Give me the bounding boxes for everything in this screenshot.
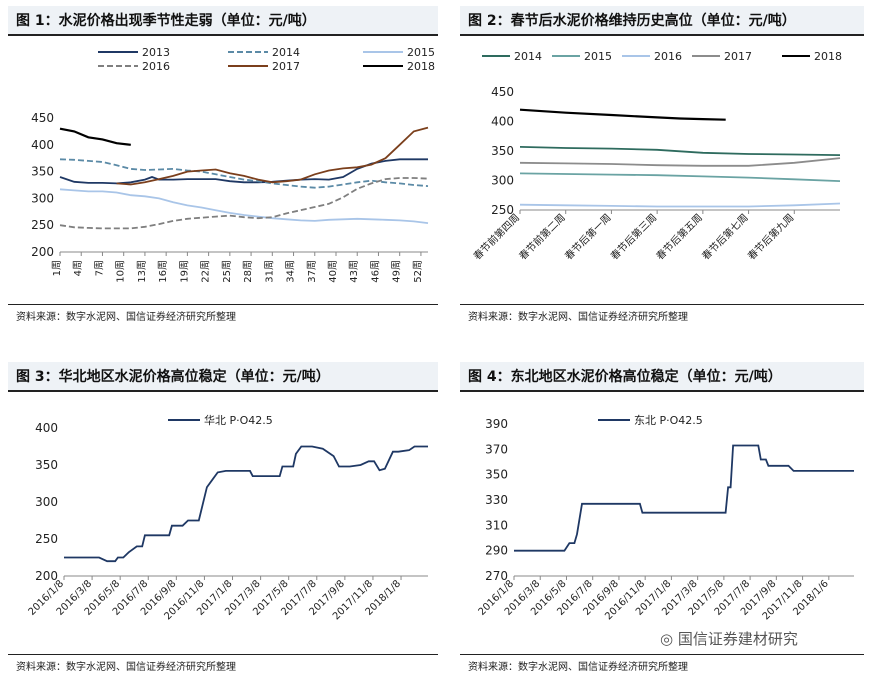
x-tick-label: 春节后第三周: [608, 211, 660, 263]
x-tick-label: 19周: [178, 260, 190, 283]
chart-3-svg: 2002503003504002016/1/82016/3/82016/5/82…: [27, 413, 428, 622]
legend-label: 2013: [142, 46, 170, 59]
y-tick-label: 250: [31, 218, 54, 232]
y-tick-label: 350: [491, 144, 514, 158]
watermark: ◎ 国信证券建材研究: [660, 628, 798, 649]
series-line-2016: [519, 202, 841, 208]
x-tick-label: 13周: [136, 260, 148, 283]
y-tick-label: 300: [31, 191, 54, 205]
series-line-2018: [519, 108, 726, 121]
legend-label: 2017: [272, 60, 300, 73]
x-tick-label: 25周: [221, 260, 233, 283]
x-tick-label: 春节后第七周: [699, 211, 751, 263]
chart-title: 图 3：华北地区水泥价格高位稳定（单位：元/吨）: [16, 369, 330, 385]
legend-label: 2016: [654, 50, 682, 63]
chart-title: 图 2：春节后水泥价格维持历史高位（单位：元/吨）: [468, 13, 796, 29]
source-note: 资料来源：数字水泥网、国信证券经济研究所整理: [468, 662, 688, 673]
x-tick-label: 52周: [412, 260, 424, 283]
series-line-2018: [59, 127, 131, 146]
chart-panel-1: 图 1：水泥价格出现季节性走弱（单位：元/吨） 200 250 300 350 400 4…: [8, 6, 438, 326]
series-line-2014: [59, 158, 429, 189]
y-tick-label: 350: [31, 165, 54, 179]
x-tick-label: 49周: [391, 260, 403, 283]
chart-title: 图 1：水泥价格出现季节性走弱（单位：元/吨）: [16, 13, 316, 29]
series-line-2014: [519, 146, 841, 156]
series-line-2017: [519, 157, 841, 167]
series-line-2015: [59, 188, 429, 224]
legend-label: 2018: [407, 60, 435, 73]
x-tick-label: 16周: [157, 260, 169, 283]
panel-header: 图 2：春节后水泥价格维持历史高位（单位：元/吨）: [460, 6, 864, 36]
x-tick-label: 37周: [306, 260, 318, 283]
chart-2-svg: 250300350400450春节前第四周春节前第二周春节后第一周春节后第三周春…: [471, 50, 842, 263]
y-tick-label: 350: [35, 458, 58, 472]
y-tick-label: 200: [35, 569, 58, 583]
y-tick-label: 390: [485, 417, 508, 431]
y-tick-label: 400: [35, 421, 58, 435]
x-tick-label: 28周: [242, 260, 254, 283]
y-tick-label: 350: [485, 468, 508, 482]
legend-label: 2017: [724, 50, 752, 63]
x-tick-label: 1周: [51, 260, 63, 276]
x-tick-label: 4周: [72, 260, 84, 276]
y-tick-label: 370: [485, 442, 508, 456]
y-tick-label: 250: [35, 532, 58, 546]
legend-label: 2018: [814, 50, 842, 63]
wechat-icon: ◎: [660, 630, 678, 648]
y-tick-label: 250: [491, 203, 514, 217]
legend-label: 2015: [584, 50, 612, 63]
y-tick-label: 300: [35, 495, 58, 509]
y-tick-label: 450: [31, 111, 54, 125]
y-tick-label: 270: [485, 569, 508, 583]
watermark-text: 国信证券建材研究: [677, 630, 798, 648]
source-note: 资料来源：数字水泥网、国信证券经济研究所整理: [16, 662, 236, 673]
x-tick-label: 7周: [93, 260, 105, 276]
series-line-2016: [59, 177, 429, 230]
legend-label: 东北 P·O42.5: [634, 414, 703, 427]
y-tick-label: 400: [31, 138, 54, 152]
x-tick-label: 40周: [327, 260, 339, 283]
x-tick-label: 春节后第一周: [562, 211, 614, 263]
x-tick-label: 春节前第二周: [516, 211, 568, 263]
y-tick-label: 300: [491, 174, 514, 188]
x-tick-label: 10周: [115, 260, 127, 283]
y-tick-label: 450: [491, 85, 514, 99]
x-tick-label: 34周: [285, 260, 297, 283]
x-tick-label: 31周: [263, 260, 275, 283]
legend-label: 2014: [272, 46, 300, 59]
chart-panel-2: 图 2：春节后水泥价格维持历史高位（单位：元/吨） 250 300 350 400 45…: [460, 6, 864, 326]
legend-label: 2016: [142, 60, 170, 73]
chart-4-svg: 2702903103303503703902016/1/82016/3/8201…: [477, 414, 854, 622]
source-note: 资料来源：数字水泥网、国信证券经济研究所整理: [16, 312, 236, 323]
y-tick-label: 290: [485, 544, 508, 558]
series-line-2015: [519, 172, 841, 182]
y-tick-label: 310: [485, 518, 508, 532]
x-tick-label: 22周: [200, 260, 212, 283]
x-tick-label: 43周: [348, 260, 360, 283]
legend-label: 华北 P·O42.5: [204, 413, 273, 427]
y-tick-label: 400: [491, 115, 514, 129]
source-note: 资料来源：数字水泥网、国信证券经济研究所整理: [468, 312, 688, 323]
chart-panel-4: 图 4：东北地区水泥价格高位稳定（单位：元/吨） 270 290 310 330 350…: [460, 362, 864, 676]
x-tick-label: 春节后第五周: [653, 211, 705, 263]
y-tick-label: 200: [31, 245, 54, 259]
chart-1-svg: 200 250 300 350 400 450 1周 4周 7周 10周 13周 16周 19周 22周 2…: [31, 46, 435, 283]
panel-header: 图 1：水泥价格出现季节性走弱（单位：元/吨）: [8, 6, 438, 36]
x-tick-label: 春节前第四周: [471, 211, 523, 263]
series-line-PO425: [514, 444, 854, 552]
panel-header: 图 3：华北地区水泥价格高位稳定（单位：元/吨）: [8, 362, 438, 392]
panel-header: 图 4：东北地区水泥价格高位稳定（单位：元/吨）: [460, 362, 864, 392]
legend-label: 2015: [407, 46, 435, 59]
series-line-2017: [116, 126, 429, 186]
y-tick-label: 330: [485, 493, 508, 507]
legend-label: 2014: [514, 50, 542, 63]
chart-panel-3: 图 3：华北地区水泥价格高位稳定（单位：元/吨） 200 250 300 350 400…: [8, 362, 438, 676]
chart-title: 图 4：东北地区水泥价格高位稳定（单位：元/吨）: [468, 369, 782, 385]
x-tick-label: 46周: [369, 260, 381, 283]
x-tick-label: 春节后第九周: [745, 211, 797, 263]
series-line-PO425: [64, 445, 428, 563]
